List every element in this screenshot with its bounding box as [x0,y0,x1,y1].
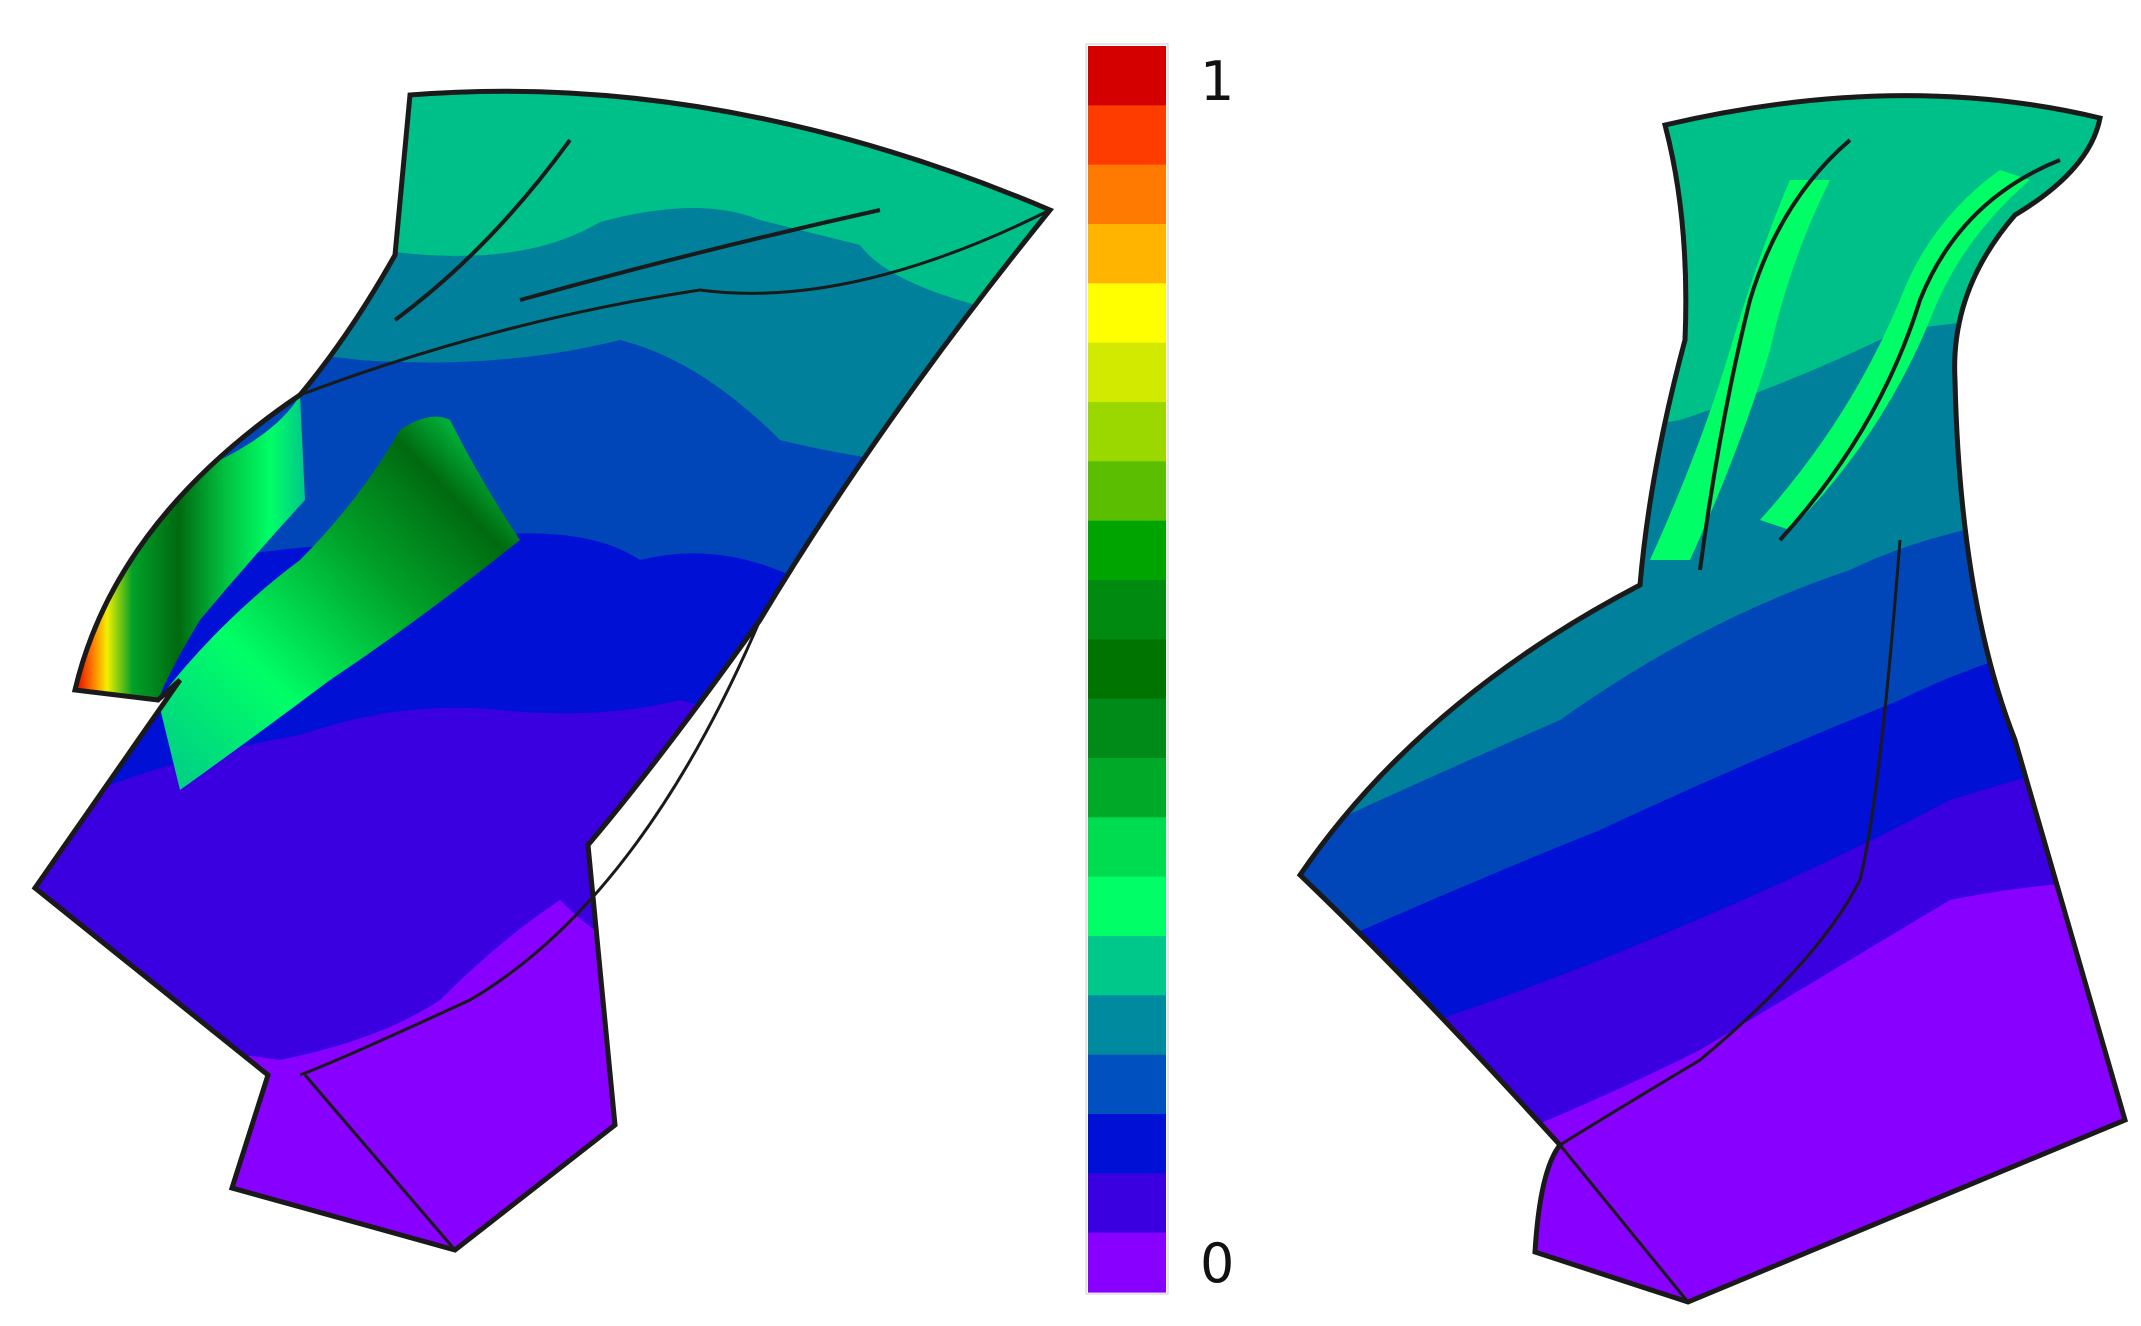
colorbar-segment [1088,936,1166,996]
colorbar-segment [1088,224,1166,284]
right-blade-edge-1 [1698,138,1852,571]
colorbar-segment [1088,698,1166,759]
left-outline [31,88,1055,1253]
colorbar-segment [1088,1114,1166,1174]
colorbar-segment [1088,817,1166,878]
colorbar-segment [1088,520,1166,581]
colorbar-segment [1088,402,1166,462]
colorbar: 1 0 [1085,43,1234,1295]
left-shroud-line [299,208,1051,397]
right-blade-band-2 [1760,170,2030,530]
colorbar-segment [1088,758,1166,818]
left-impeller-view [31,88,1055,1253]
left-base-edge [303,1074,457,1251]
left-blade-edge-1 [393,138,572,322]
colorbar-segment [1088,164,1166,225]
colorbar-frame [1085,43,1169,1295]
right-hub-line [1559,539,1902,1147]
right-outline [1296,93,2129,1305]
right-blade-edge-2 [1778,158,2061,542]
colorbar-segment [1088,342,1166,403]
colorbar-segment [1088,1054,1166,1115]
colorbar-segment [1088,283,1166,344]
left-blade-edge-2 [519,208,881,302]
colorbar-segment [1088,876,1166,937]
left-hub-line [299,619,762,1077]
colorbar-segment [1088,461,1166,522]
colorbar-segment [1088,639,1166,700]
colorbar-segment [1088,580,1166,640]
colorbar-segment [1088,1232,1166,1293]
colorbar-segment [1088,46,1166,106]
left-blade-surface [158,416,520,790]
left-blade-leading-edge [75,395,305,700]
right-base-edge [1558,1144,1690,1303]
colorbar-segment [1088,105,1166,166]
right-impeller-view [1296,93,2129,1305]
colorbar-min-label: 0 [1200,1232,1234,1295]
right-blade-band-1 [1650,180,1830,560]
colorbar-max-label: 1 [1200,50,1234,113]
colorbar-segment [1088,995,1166,1056]
colorbar-segment [1088,1173,1166,1234]
